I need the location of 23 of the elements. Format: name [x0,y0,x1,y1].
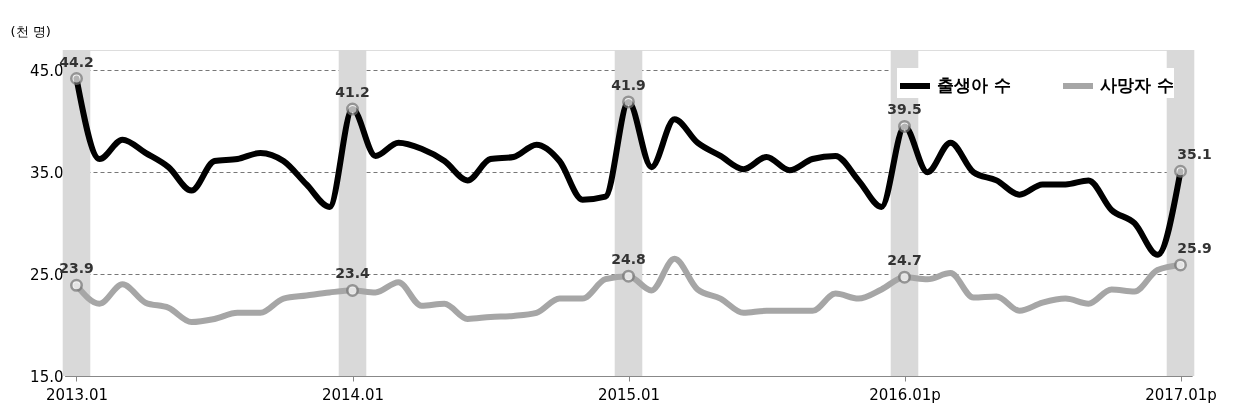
point [70,278,83,292]
data-label: 24.8 [611,251,646,268]
x-tick-label: 2017.01p [1145,385,1217,404]
x-tick-label: 2013.01 [45,385,109,404]
y-axis-title: (천 명) [10,23,51,39]
x-tick-label: 2015.01 [597,385,661,404]
x-tick-label: 2016.01p [869,385,941,404]
y-tick-label: 15.0 [30,367,64,386]
point [898,270,911,284]
legend-label: 출생아 수 [937,75,1011,95]
data-label: 25.9 [1177,239,1212,256]
point [346,283,359,297]
x-tick-label: 2014.01 [321,385,385,404]
data-label: 35.1 [1177,146,1212,163]
point [622,269,635,283]
legend-label: 사망자 수 [1100,75,1174,95]
data-label: 39.5 [887,101,922,118]
point [1174,258,1187,272]
data-label: 41.2 [335,84,370,101]
data-label: 24.7 [887,252,922,269]
data-label: 23.4 [335,265,371,282]
data-label: 41.9 [611,76,646,93]
y-tick-label: 35.0 [30,163,64,182]
